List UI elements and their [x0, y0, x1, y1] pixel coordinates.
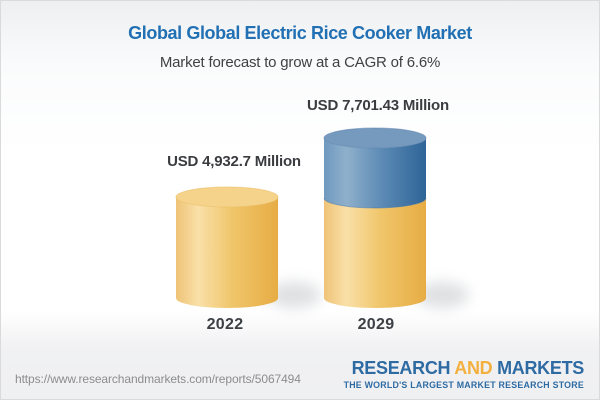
chart-header: Global Global Electric Rice Cooker Marke…: [1, 1, 599, 71]
category-label-2022: 2022: [206, 316, 244, 333]
bar-2029-shadow: [415, 282, 469, 308]
value-label-2022: USD 4,932.7 Million: [167, 153, 301, 170]
category-label-2029: 2029: [357, 316, 395, 333]
footer-bar: https://www.researchandmarkets.com/repor…: [1, 335, 599, 399]
bar-2022-cylinder: [175, 186, 279, 308]
logo-word-markets: MARKETS: [497, 358, 584, 378]
value-label-2029: USD 7,701.43 Million: [307, 97, 449, 114]
bar-2029-base-segment: [324, 198, 426, 308]
report-url-text: https://www.researchandmarkets.com/repor…: [15, 372, 301, 386]
logo-word-research: RESEARCH: [351, 358, 451, 378]
logo-wordmark: RESEARCH AND MARKETS: [344, 358, 585, 378]
bar-2022-shadow: [267, 282, 321, 308]
chart-subtitle: Market forecast to grow at a CAGR of 6.6…: [159, 54, 441, 71]
chart-title: Global Global Electric Rice Cooker Marke…: [128, 23, 472, 43]
bar-2029-growth-segment: [323, 127, 427, 209]
research-and-markets-logo: RESEARCH AND MARKETS THE WORLD'S LARGEST…: [343, 358, 585, 390]
logo-tagline: THE WORLD'S LARGEST MARKET RESEARCH STOR…: [343, 380, 584, 390]
logo-word-and: AND: [454, 358, 493, 378]
